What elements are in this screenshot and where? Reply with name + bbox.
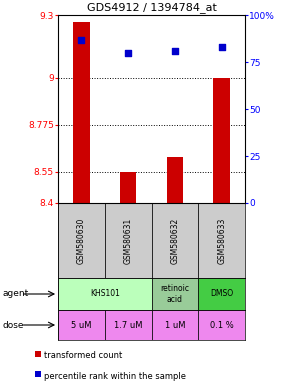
Text: 1 uM: 1 uM bbox=[165, 321, 185, 329]
Bar bbox=[198, 310, 245, 340]
Text: GSM580633: GSM580633 bbox=[217, 217, 226, 264]
Bar bbox=[213, 78, 230, 203]
Bar bbox=[198, 278, 245, 310]
Text: DMSO: DMSO bbox=[210, 290, 233, 298]
Text: GSM580631: GSM580631 bbox=[124, 217, 133, 264]
Bar bbox=[120, 172, 136, 203]
Bar bbox=[35, 351, 41, 357]
Bar bbox=[73, 22, 90, 203]
Text: dose: dose bbox=[3, 321, 24, 329]
Bar bbox=[105, 203, 151, 278]
Bar bbox=[58, 310, 105, 340]
Title: GDS4912 / 1394784_at: GDS4912 / 1394784_at bbox=[87, 2, 216, 13]
Bar bbox=[151, 278, 198, 310]
Text: percentile rank within the sample: percentile rank within the sample bbox=[44, 372, 186, 381]
Bar bbox=[58, 278, 151, 310]
Text: 0.1 %: 0.1 % bbox=[210, 321, 233, 329]
Bar bbox=[151, 203, 198, 278]
Bar bbox=[167, 157, 183, 203]
Bar bbox=[35, 371, 41, 377]
Bar bbox=[198, 203, 245, 278]
Text: transformed count: transformed count bbox=[44, 351, 122, 360]
Point bbox=[173, 48, 177, 54]
Text: retinoic
acid: retinoic acid bbox=[160, 284, 189, 304]
Point bbox=[79, 37, 84, 43]
Text: 1.7 uM: 1.7 uM bbox=[114, 321, 142, 329]
Text: KHS101: KHS101 bbox=[90, 290, 120, 298]
Point bbox=[219, 44, 224, 50]
Text: GSM580632: GSM580632 bbox=[171, 217, 180, 264]
Point bbox=[126, 50, 130, 56]
Bar bbox=[151, 310, 198, 340]
Bar bbox=[105, 310, 151, 340]
Text: agent: agent bbox=[3, 290, 29, 298]
Text: GSM580630: GSM580630 bbox=[77, 217, 86, 264]
Text: 5 uM: 5 uM bbox=[71, 321, 92, 329]
Bar bbox=[58, 203, 105, 278]
